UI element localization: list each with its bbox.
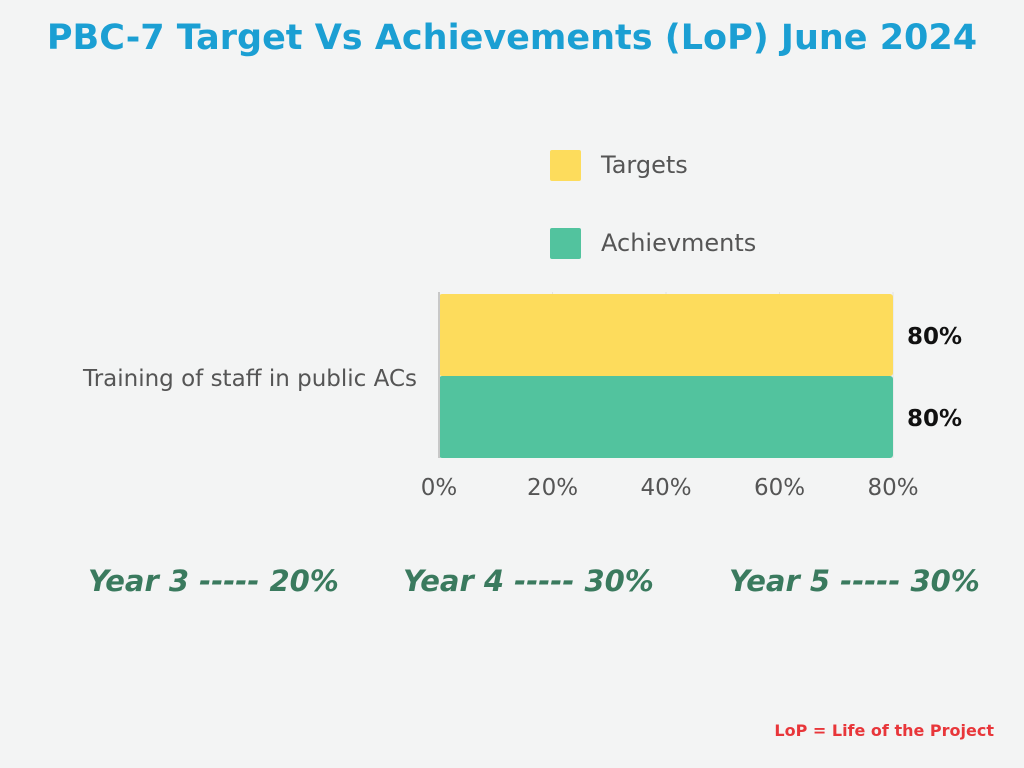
bar-achievments — [439, 376, 893, 458]
data-label-2: 80% — [907, 406, 962, 432]
legend-label-2: Achievments — [601, 229, 756, 257]
year-4-label: Year 4 ----- 30% — [403, 564, 654, 598]
year-5-label: Year 5 ----- 30% — [729, 564, 980, 598]
x-tick-label: 0% — [421, 475, 458, 501]
legend-swatch-2 — [550, 228, 581, 259]
x-tick-label: 20% — [527, 475, 578, 501]
year-breakdown: Year 3 ----- 20% Year 4 ----- 30% Year 5… — [0, 564, 1024, 608]
bar-targets — [439, 294, 893, 376]
legend-swatch-1 — [550, 150, 581, 181]
data-label-1: 80% — [907, 324, 962, 350]
lop-footnote: LoP = Life of the Project — [774, 721, 994, 740]
category-label: Training of staff in public ACs — [82, 366, 417, 392]
chart-title: PBC-7 Target Vs Achievements (LoP) June … — [46, 18, 978, 58]
x-tick-label: 40% — [640, 475, 691, 501]
legend-label-1: Targets — [600, 151, 688, 179]
year-3-label: Year 3 ----- 20% — [88, 564, 339, 598]
x-tick-label: 60% — [754, 475, 805, 501]
x-tick-label: 80% — [867, 475, 918, 501]
bar-chart: Targets Achievments 80% 80% Training of staf… — [82, 150, 962, 501]
